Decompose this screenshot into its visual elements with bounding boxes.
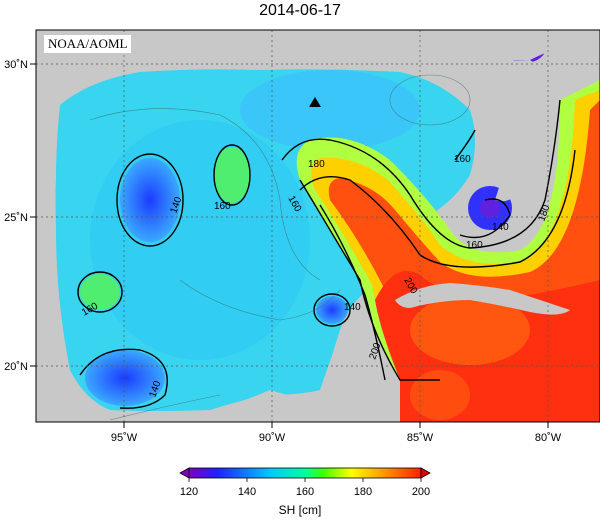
contour-lines (77, 99, 576, 409)
colorbar-tick: 180 (354, 486, 372, 498)
yucatan (210, 318, 365, 422)
plot-frame (35, 29, 600, 423)
colorbar-min-arrow-icon (179, 467, 190, 479)
florida (470, 60, 546, 202)
credit-label: NOAA/AOML (44, 35, 132, 53)
colorbar-tick: 160 (296, 486, 314, 498)
colorbar-tick: 120 (180, 486, 198, 498)
lon-tick-label: 80˚W (535, 432, 562, 444)
contour-label: 140 (492, 222, 509, 233)
cuba (395, 283, 570, 315)
colorbar-max-arrow-icon (420, 467, 431, 479)
colorbar: 120 140 160 180 200 (179, 467, 431, 498)
contour-label: 160 (466, 240, 483, 251)
low-west-gulf (120, 158, 180, 242)
colorbar-tick: 140 (238, 486, 256, 498)
lon-tick-label: 85˚W (407, 432, 434, 444)
contour-label: 140 (344, 302, 361, 313)
us-coast (36, 30, 600, 110)
contour-label: 180 (308, 159, 325, 170)
contour-label: 160 (214, 201, 231, 212)
contour-label: 160 (454, 154, 471, 165)
mexico-west (36, 105, 110, 422)
buoy-marker-icon (309, 97, 321, 107)
lon-tick-label: 90˚W (259, 432, 286, 444)
graticule (36, 30, 600, 422)
map-title: 2014-06-17 (259, 2, 341, 19)
low-bay-campeche (85, 350, 165, 406)
lon-tick-label: 95˚W (111, 432, 138, 444)
colorbar-tick: 200 (412, 486, 430, 498)
lat-tick-label: 25˚N (4, 212, 28, 224)
colorbar-label: SH [cm] (278, 503, 322, 517)
green-patch (214, 147, 250, 203)
lat-tick-label: 20˚N (4, 361, 28, 373)
lat-tick-label: 30˚N (4, 59, 28, 71)
